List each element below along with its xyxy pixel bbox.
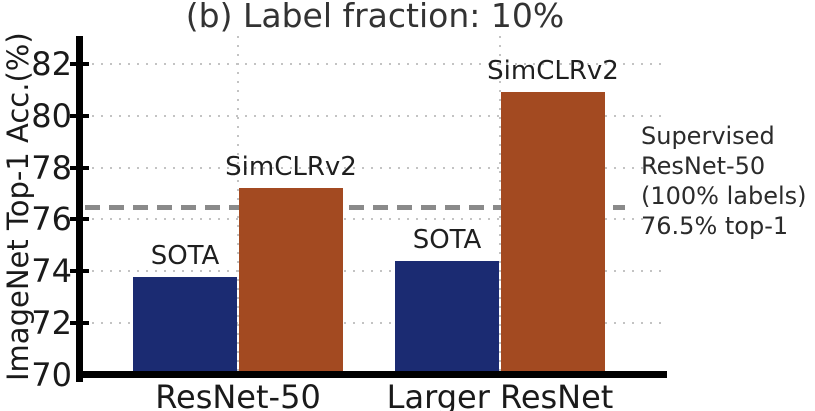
bar-label-sota-larger-resnet: SOTA	[412, 224, 482, 255]
bar-sota-resnet-50	[133, 276, 237, 377]
y-tick-label-82: 82	[31, 44, 72, 83]
annotation-line-2: ResNet-50	[641, 152, 766, 180]
x-axis-spine	[76, 371, 667, 378]
y-tick-label-80: 80	[31, 96, 72, 135]
y-tick-label-74: 74	[31, 252, 72, 291]
annotation-line-1: Supervised	[641, 122, 775, 150]
y-tick-mark-80	[70, 113, 89, 118]
bar-simclrv2-resnet-50	[239, 188, 343, 377]
gridline-y-80	[83, 114, 667, 117]
chart-title: (b) Label fraction: 10%	[185, 0, 565, 35]
x-tick-label-larger-resnet: Larger ResNet	[386, 378, 614, 411]
bar-label-simclrv2-larger-resnet: SimCLRv2	[487, 56, 619, 87]
reference-line-annotation: Supervised ResNet-50 (100% labels) 76.5% to…	[641, 121, 807, 241]
y-tick-mark-76	[70, 217, 89, 222]
bar-label-sota-resnet-50: SOTA	[150, 240, 220, 271]
reference-dashed-line	[85, 204, 625, 210]
gridline-y-74	[83, 270, 667, 273]
gridline-y-82	[83, 62, 667, 65]
y-tick-mark-74	[70, 269, 89, 274]
bar-simclrv2-larger-resnet	[501, 92, 605, 377]
y-tick-label-72: 72	[31, 304, 72, 343]
x-tick-label-resnet-50: ResNet-50	[155, 378, 321, 411]
y-tick-label-78: 78	[31, 148, 72, 187]
gridline-y-76	[83, 218, 667, 221]
gridline-y-78	[83, 166, 667, 169]
plot-area: SOTA SOTA SimCLRv2 SimCLRv2	[70, 36, 667, 382]
annotation-line-3: (100% labels)	[641, 182, 807, 210]
y-tick-mark-82	[70, 61, 89, 66]
y-axis-spine	[76, 36, 83, 382]
annotation-line-4: 76.5% top-1	[641, 212, 789, 240]
y-tick-label-76: 76	[31, 200, 72, 239]
bar-label-simclrv2-resnet-50: SimCLRv2	[225, 152, 357, 183]
y-tick-mark-78	[70, 165, 89, 170]
y-tick-label-70: 70	[31, 356, 72, 394]
gridline-y-72	[83, 322, 667, 325]
bar-sota-larger-resnet	[395, 260, 499, 377]
y-tick-mark-72	[70, 321, 89, 326]
